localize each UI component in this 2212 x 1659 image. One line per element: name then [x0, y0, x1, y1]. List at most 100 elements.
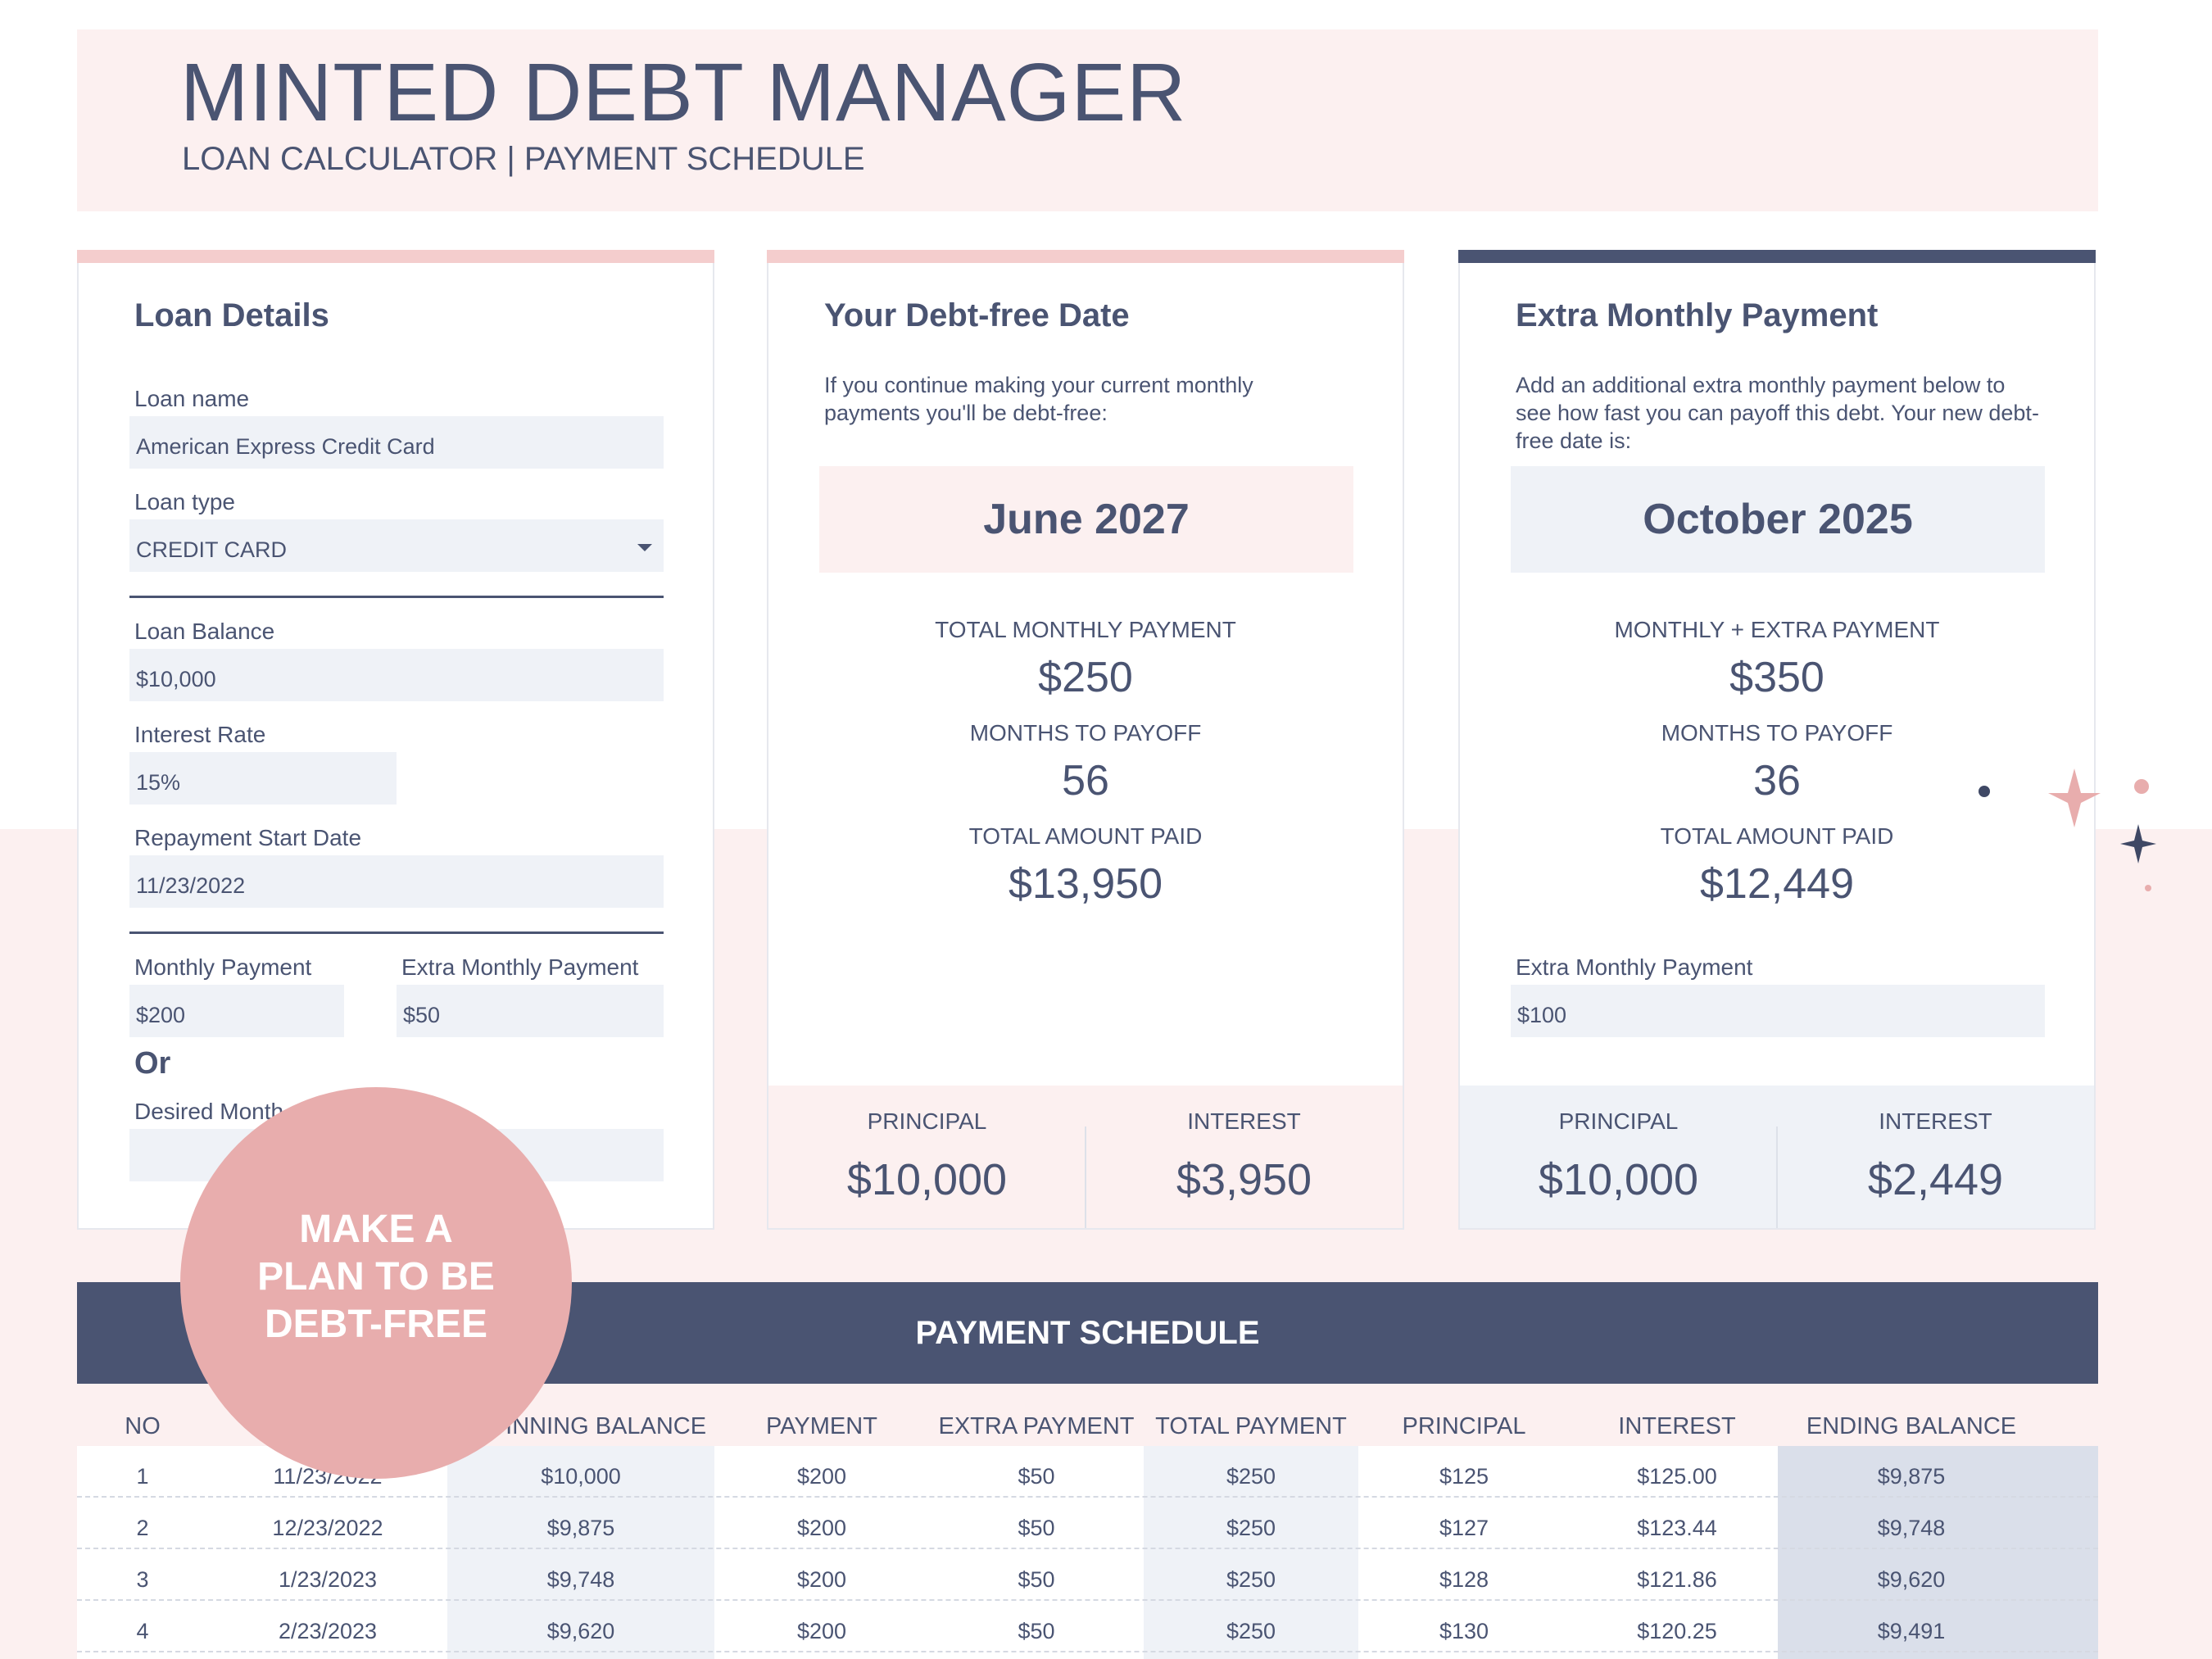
- months-to-payoff-value: 56: [1062, 757, 1109, 805]
- payment-schedule-title: PAYMENT SCHEDULE: [915, 1315, 1260, 1351]
- cell-extra-payment: $50: [1018, 1567, 1055, 1592]
- start-date-input[interactable]: 11/23/2022: [129, 855, 664, 908]
- total-paid-value: $12,449: [1700, 860, 1854, 908]
- total-paid-value: $13,950: [1009, 860, 1163, 908]
- sparkle-decoration: [1979, 768, 2156, 891]
- cell-interest: $125.00: [1637, 1464, 1717, 1489]
- cell-beginning-balance: $9,875: [546, 1516, 615, 1540]
- cell-ending-balance: $9,491: [1877, 1619, 1946, 1643]
- split-divider: [1085, 1126, 1086, 1228]
- app-header: MINTED DEBT MANAGER LOAN CALCULATOR | PA…: [77, 29, 2098, 211]
- dot-icon: [2134, 779, 2149, 794]
- extra-payment-label: Extra Monthly Payment: [401, 954, 639, 980]
- loan-type-value: CREDIT CARD: [136, 537, 288, 562]
- extra-monthly-label: Extra Monthly Payment: [1516, 954, 1753, 980]
- monthly-payment-input[interactable]: $200: [129, 985, 344, 1037]
- panel-accent-bar: [1458, 250, 2096, 263]
- principal-interest-summary: PRINCIPAL $10,000 INTEREST $3,950: [768, 1086, 1403, 1228]
- payment-schedule-table: 1 11/23/2022 $10,000 $200 $50 $250 $125 …: [77, 1446, 2098, 1659]
- promo-badge-text: MAKE A PLAN TO BE DEBT-FREE: [180, 1206, 572, 1349]
- principal-label: PRINCIPAL: [1558, 1108, 1679, 1134]
- or-label: Or: [134, 1046, 171, 1081]
- loan-name-input[interactable]: American Express Credit Card: [129, 416, 664, 469]
- cell-interest: $120.25: [1637, 1619, 1717, 1643]
- monthly-payment-label: Monthly Payment: [134, 954, 312, 980]
- dot-icon: [1979, 786, 1990, 797]
- cell-ending-balance: $9,748: [1877, 1516, 1946, 1540]
- column-header-payment: PAYMENT: [766, 1413, 877, 1439]
- months-to-payoff-label: MONTHS TO PAYOFF: [1661, 720, 1893, 746]
- promo-badge: MAKE A PLAN TO BE DEBT-FREE: [180, 1087, 572, 1479]
- cell-no: 1: [136, 1464, 149, 1489]
- cell-principal: $130: [1439, 1619, 1489, 1643]
- panel-accent-bar: [77, 250, 714, 263]
- column-header-no: NO: [125, 1413, 161, 1439]
- cell-date: 12/23/2022: [272, 1516, 383, 1540]
- interest-rate-input[interactable]: 15%: [129, 752, 397, 805]
- promo-line: PLAN TO BE: [257, 1255, 495, 1299]
- cell-date: 2/23/2023: [278, 1619, 378, 1643]
- months-to-payoff-label: MONTHS TO PAYOFF: [969, 720, 1202, 746]
- app-title: MINTED DEBT MANAGER: [180, 47, 1187, 138]
- months-to-payoff-value: 36: [1753, 757, 1801, 805]
- chevron-down-icon[interactable]: [637, 544, 652, 551]
- interest-rate-label: Interest Rate: [134, 722, 266, 747]
- loan-type-select[interactable]: CREDIT CARD: [129, 519, 664, 572]
- cell-principal: $125: [1439, 1464, 1489, 1489]
- desired-monthly-label: Desired Month: [134, 1099, 284, 1124]
- cell-no: 4: [136, 1619, 149, 1643]
- cell-ending-balance: $9,620: [1877, 1567, 1946, 1592]
- interest-value: $3,950: [1176, 1155, 1312, 1204]
- section-divider: [129, 931, 664, 934]
- panel-title: Extra Monthly Payment: [1516, 297, 1879, 333]
- start-date-label: Repayment Start Date: [134, 825, 362, 850]
- section-divider: [129, 596, 664, 598]
- principal-value: $10,000: [1538, 1155, 1699, 1204]
- column-header-ending-balance: ENDING BALANCE: [1806, 1413, 2017, 1439]
- loan-type-label: Loan type: [134, 489, 235, 514]
- interest-label: INTEREST: [1879, 1108, 1992, 1134]
- column-shade: [1144, 1446, 1358, 1659]
- extra-payment-input[interactable]: $50: [397, 985, 664, 1037]
- cell-total-payment: $250: [1226, 1464, 1276, 1489]
- cell-principal: $128: [1439, 1567, 1489, 1592]
- debt-free-date: June 2027: [819, 466, 1353, 573]
- cell-interest: $123.44: [1637, 1516, 1717, 1540]
- cell-principal: $127: [1439, 1516, 1489, 1540]
- panel-title: Loan Details: [134, 297, 329, 333]
- sparkle-icon: [2048, 768, 2101, 827]
- cell-no: 3: [136, 1567, 149, 1592]
- split-divider: [1776, 1126, 1778, 1228]
- column-header-interest: INTEREST: [1618, 1413, 1736, 1439]
- loan-name-label: Loan name: [134, 386, 250, 411]
- total-paid-label: TOTAL AMOUNT PAID: [1660, 823, 1894, 849]
- column-header-principal: PRINCIPAL: [1402, 1413, 1526, 1439]
- column-shade: [1778, 1446, 2098, 1659]
- cell-payment: $200: [796, 1464, 847, 1489]
- loan-balance-label: Loan Balance: [134, 619, 275, 644]
- cell-interest: $121.86: [1637, 1567, 1717, 1592]
- interest-label: INTEREST: [1187, 1108, 1301, 1134]
- cell-no: 2: [136, 1516, 149, 1540]
- promo-line: MAKE A: [299, 1208, 453, 1251]
- cell-total-payment: $250: [1226, 1619, 1276, 1643]
- panel-title: Your Debt-free Date: [824, 297, 1130, 333]
- total-paid-label: TOTAL AMOUNT PAID: [968, 823, 1203, 849]
- monthly-extra-value: $350: [1729, 654, 1824, 701]
- cell-payment: $200: [796, 1619, 847, 1643]
- sparkle-icon: [2120, 824, 2156, 863]
- principal-interest-summary: PRINCIPAL $10,000 INTEREST $2,449: [1460, 1086, 2094, 1228]
- cell-payment: $200: [796, 1567, 847, 1592]
- extra-monthly-input[interactable]: $100: [1511, 985, 2045, 1037]
- extra-payment-panel: Extra Monthly Payment Add an additional …: [1458, 250, 2096, 1230]
- table-row: 3 1/23/2023 $9,748 $200 $50 $250 $128 $1…: [77, 1549, 2098, 1601]
- cell-total-payment: $250: [1226, 1567, 1276, 1592]
- cell-beginning-balance: $9,748: [546, 1567, 615, 1592]
- table-row: 4 2/23/2023 $9,620 $200 $50 $250 $130 $1…: [77, 1601, 2098, 1652]
- cell-beginning-balance: $10,000: [541, 1464, 621, 1489]
- cell-payment: $200: [796, 1516, 847, 1540]
- loan-balance-input[interactable]: $10,000: [129, 649, 664, 701]
- debt-free-panel: Your Debt-free Date If you continue maki…: [767, 250, 1404, 1230]
- panel-description: Add an additional extra monthly payment …: [1516, 373, 2039, 453]
- panel-description: If you continue making your current mont…: [824, 373, 1253, 425]
